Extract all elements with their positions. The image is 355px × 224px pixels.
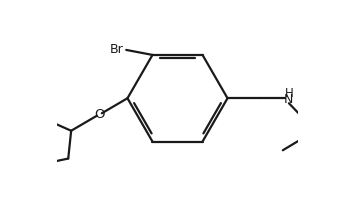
Text: Br: Br	[110, 43, 124, 56]
Text: H: H	[285, 87, 293, 100]
Text: N: N	[284, 93, 294, 106]
Text: O: O	[94, 108, 105, 121]
